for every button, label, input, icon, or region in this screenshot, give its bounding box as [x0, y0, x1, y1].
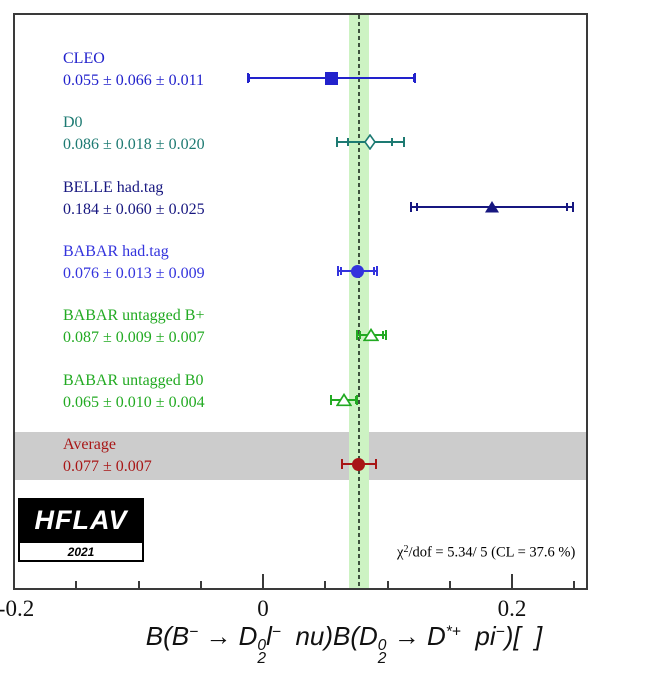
formula-subscript-3: 2 [257, 650, 267, 668]
stat-tick-point-5-0 [330, 396, 333, 404]
stat-tick-point-2-1 [565, 203, 568, 211]
error-cap-point-0-1 [413, 73, 416, 83]
stat-tick-point-0-0 [248, 74, 251, 82]
error-cap-average-0 [341, 459, 344, 469]
formula-superscript-11: − [495, 623, 505, 641]
average-dashed-line [357, 15, 360, 588]
stat-tick-point-1-0 [346, 138, 349, 146]
measurement-label-point-3: BABAR had.tag [63, 243, 169, 260]
formula-superscript-5: − [271, 623, 281, 641]
error-cap-point-4-1 [384, 330, 387, 340]
x-tick-label-8: 0.2 [497, 596, 527, 621]
x-tick-label-0: -0.2 [0, 596, 35, 621]
formula-superscript-7: 0 [377, 636, 387, 654]
marker-circle-point-3 [351, 264, 365, 278]
measurement-label-point-5: BABAR untagged B0 [63, 372, 204, 389]
error-cap-point-1-0 [335, 137, 338, 147]
marker-diamond-point-1 [364, 134, 377, 150]
measurement-value-point-4: 0.087 ± 0.009 ± 0.007 [63, 329, 205, 346]
chi-exponent: 2 [403, 544, 409, 555]
formula-text-4: l [266, 621, 272, 651]
error-cap-point-3-0 [336, 266, 339, 276]
x-tick-6 [386, 581, 389, 588]
error-cap-point-4-0 [356, 330, 359, 340]
stat-tick-point-4-1 [381, 331, 384, 339]
stat-tick-point-2-0 [416, 203, 419, 211]
error-cap-point-0-0 [247, 73, 250, 83]
x-tick-4 [262, 574, 264, 588]
stat-tick-point-3-1 [372, 267, 375, 275]
measurement-label-point-2: BELLE had.tag [63, 179, 164, 196]
marker-square-point-0 [324, 71, 338, 85]
marker-circle-average [352, 457, 366, 471]
formula-text-10: pi [460, 621, 496, 651]
measurement-value-point-0: 0.055 ± 0.066 ± 0.011 [63, 72, 204, 89]
x-tick-1 [75, 581, 78, 588]
x-tick-5 [324, 581, 327, 588]
marker-triangle-point-2 [484, 200, 500, 214]
hflav-logo-year: 2021 [18, 541, 144, 562]
x-tick-3 [199, 581, 202, 588]
error-cap-point-1-1 [402, 137, 405, 147]
x-tick-9 [573, 581, 576, 588]
formula-superscript-1: − [189, 623, 199, 641]
marker-triangle-open-point-5 [335, 393, 352, 407]
formula-text-6: nu)B(D [280, 621, 378, 651]
formula-text-2: → D [198, 621, 258, 651]
x-tick-label-4: 0 [257, 596, 269, 621]
error-cap-point-3-1 [376, 266, 379, 276]
x-tick-8 [511, 574, 513, 588]
hflav-logo-name: HFLAV [34, 504, 128, 535]
error-cap-average-1 [374, 459, 377, 469]
x-axis-title: B(B− → D 0 2 l− nu)B(D 0 2 → D*+ pi−)[ ] [145, 621, 543, 668]
formula-text-0: B(B [145, 621, 190, 651]
formula-subscript-7: 2 [377, 650, 387, 668]
measurement-value-average: 0.077 ± 0.007 [63, 458, 152, 475]
formula-superscript-9: *+ [445, 623, 461, 641]
measurement-label-point-4: BABAR untagged B+ [63, 307, 205, 324]
error-cap-point-2-1 [572, 202, 574, 212]
stat-tick-point-5-1 [355, 396, 358, 404]
x-tick-7 [448, 581, 451, 588]
chi2-text: /dof = 5.34/ 5 (CL = 37.6 %) [408, 544, 576, 561]
marker-triangle-open-point-4 [363, 328, 380, 342]
formula-superscript-3: 0 [257, 636, 267, 654]
chi2-annotation: χ2/dof = 5.34/ 5 (CL = 37.6 %) [397, 544, 575, 562]
plot-frame [13, 13, 588, 590]
x-tick-2 [137, 581, 140, 588]
error-cap-point-2-0 [410, 202, 413, 212]
average-row-band [15, 432, 586, 480]
chi-symbol: χ [397, 544, 404, 561]
measurement-value-point-5: 0.065 ± 0.010 ± 0.004 [63, 394, 205, 411]
measurement-label-point-1: D0 [63, 114, 83, 131]
measurement-value-point-3: 0.076 ± 0.013 ± 0.009 [63, 265, 205, 282]
formula-text-12: )[ ] [504, 621, 543, 651]
stat-tick-point-0-1 [412, 74, 415, 82]
formula-text-8: → D [386, 621, 446, 651]
hflav-logo: HFLAV 2021 [18, 498, 144, 562]
measurement-label-point-0: CLEO [63, 50, 105, 67]
measurement-value-point-2: 0.184 ± 0.060 ± 0.025 [63, 201, 205, 218]
stat-tick-point-3-0 [340, 267, 343, 275]
stat-tick-point-1-1 [391, 138, 394, 146]
measurement-value-point-1: 0.086 ± 0.018 ± 0.020 [63, 136, 205, 153]
measurement-label-average: Average [63, 436, 116, 453]
stat-tick-point-4-0 [359, 331, 362, 339]
